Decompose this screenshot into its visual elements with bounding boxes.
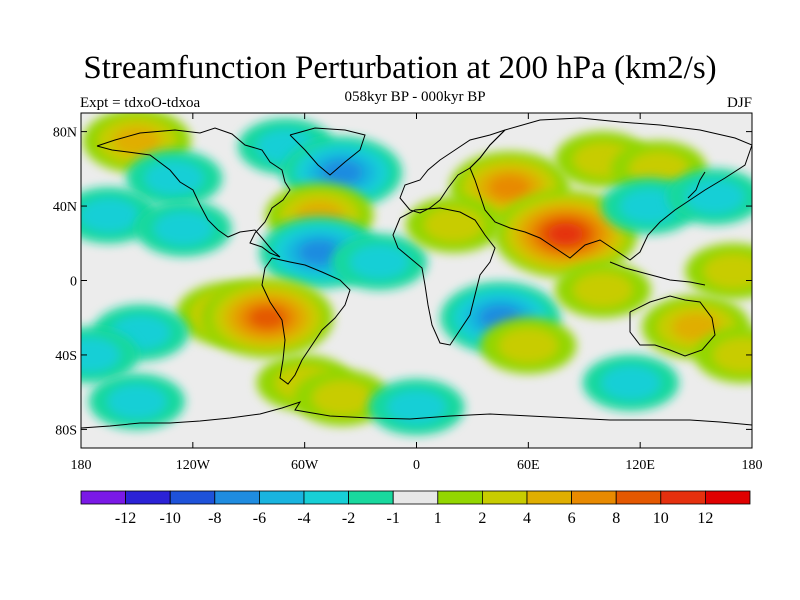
contour-level [601, 365, 661, 401]
contour-level [713, 337, 752, 373]
colorbar-swatch [437, 490, 483, 505]
contour-level [321, 160, 363, 186]
map-title: Streamfunction Perturbation at 200 hPa (… [83, 50, 717, 86]
anomaly-cell [405, 196, 502, 253]
colorbar-swatch [258, 490, 305, 505]
colorbar-label: -8 [208, 510, 221, 527]
contour-level [703, 253, 752, 289]
colorbar-swatch [348, 490, 394, 505]
colorbar: -12 -10 -8 -6 -4 -2 -1 1 2 4 6 8 10 12 [80, 490, 751, 527]
lon-tick-label: 60W [291, 458, 319, 473]
latitude-axis: 80N 40N 0 40S 80S [53, 126, 752, 438]
anomaly-cell [554, 261, 651, 318]
season-label: DJF [726, 95, 752, 111]
colorbar-label: -12 [115, 510, 136, 527]
colorbar-label: 4 [523, 510, 531, 527]
coastline-north-america [96, 127, 291, 258]
anomaly-cell [81, 326, 139, 383]
colorbar-swatch [303, 490, 349, 505]
anomaly-cell [685, 243, 752, 300]
colorbar-label: -1 [387, 510, 400, 527]
colorbar-label: 6 [568, 510, 576, 527]
contour-level [672, 312, 721, 342]
anomaly-cell [694, 326, 752, 383]
contour-level [488, 174, 531, 200]
anomaly-cell [368, 379, 465, 436]
lon-tick-label: 180 [742, 458, 763, 473]
colorbar-label: 1 [434, 510, 442, 527]
anomaly-field [81, 113, 752, 436]
contour-level [548, 223, 584, 245]
lat-tick-label: 40N [53, 200, 77, 215]
anomaly-cell [493, 189, 638, 278]
anomaly-cell [88, 373, 185, 430]
contour-level [629, 151, 689, 187]
contour-level [112, 126, 161, 156]
colorbar-swatch [660, 490, 706, 505]
contour-level [107, 384, 167, 419]
colorbar-label: 10 [653, 510, 669, 527]
contour-level [144, 160, 204, 196]
anomaly-cell [135, 200, 232, 257]
coastlines [81, 117, 752, 429]
longitude-axis: 180 120W 60W 0 60E 120E 180 [71, 113, 763, 473]
contour-level [298, 240, 341, 266]
lon-tick-label: 120E [625, 458, 655, 473]
colorbar-label: -6 [253, 510, 266, 527]
colorbar-swatch [481, 490, 528, 505]
colorbar-label: -2 [342, 510, 355, 527]
coastline-indonesia [609, 261, 706, 286]
colorbar-swatch [615, 490, 662, 505]
colorbar-label: 12 [697, 510, 713, 527]
lat-tick-label: 80N [53, 126, 77, 141]
colorbar-label: -4 [297, 510, 310, 527]
lon-tick-label: 0 [413, 458, 420, 473]
anomaly-cell [480, 317, 577, 374]
lon-tick-label: 120W [176, 458, 211, 473]
coastline-japan [687, 171, 706, 199]
anomaly-cell [293, 369, 390, 426]
contour-level [424, 207, 484, 242]
contour-level [154, 211, 214, 246]
colorbar-label: 2 [478, 510, 486, 527]
lon-tick-label: 60E [517, 458, 540, 473]
contour-level [619, 188, 679, 224]
contour-level [349, 244, 409, 280]
coastline-greenland [289, 127, 366, 176]
lat-tick-label: 0 [70, 275, 77, 290]
anomaly-cell [201, 277, 334, 358]
contour-level [498, 328, 558, 363]
colorbar-swatch [571, 490, 617, 505]
lat-tick-label: 80S [55, 423, 77, 438]
colorbar-swatch [526, 490, 572, 505]
colorbar-swatch [125, 490, 171, 505]
contour-level [81, 198, 139, 233]
coastline-asia [469, 117, 752, 261]
anomaly-cell [126, 150, 223, 207]
map-subtitle: 058kyr BP - 000kyr BP [344, 89, 486, 105]
anomaly-cell [331, 233, 428, 290]
coastline-australia [629, 295, 716, 357]
colorbar-swatch [392, 490, 439, 505]
experiment-label: Expt = tdxoO-tdxoa [80, 95, 201, 111]
coastline-south-america [261, 257, 351, 385]
anomaly-cell [582, 354, 679, 411]
coastline-antarctica [81, 401, 752, 429]
contour-level [387, 389, 446, 425]
colorbar-swatch [214, 490, 260, 505]
coastline-africa [392, 207, 496, 346]
colorbar-label: 8 [612, 510, 620, 527]
colorbar-swatch [705, 490, 751, 505]
contour-level [81, 337, 120, 373]
lon-tick-label: 180 [71, 458, 92, 473]
contour-level [573, 272, 633, 308]
colorbar-swatch [169, 490, 216, 505]
colorbar-label: -10 [160, 510, 181, 527]
anomaly-cell [666, 168, 752, 225]
contour-level [312, 380, 372, 415]
colorbar-swatch [80, 490, 126, 505]
contour-level [685, 179, 745, 214]
lat-tick-label: 40S [55, 349, 77, 364]
